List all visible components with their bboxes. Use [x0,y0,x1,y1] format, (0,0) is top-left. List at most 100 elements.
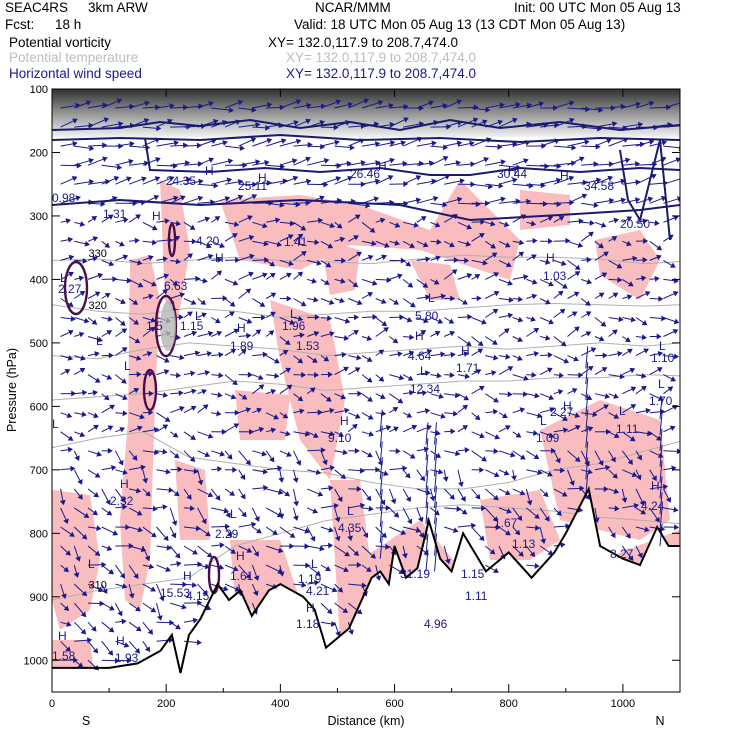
wind-vector-head [646,430,653,437]
wind-vector-head [315,469,322,476]
wind-vector-head [478,535,485,542]
wind-vector-head [581,193,588,200]
wind-vector-head [492,308,499,315]
wind-vector-head [466,273,473,279]
wind-vector-head [388,102,394,109]
wind-vector-head [571,311,578,317]
wind-vector-head [300,225,307,231]
wind-vector-head [335,631,341,637]
wind-vector-head [270,292,277,298]
wind-vector-head [68,329,74,336]
wind-vector-head [367,414,374,420]
wind-vector-head [150,586,156,592]
wind-vector-head [63,518,69,524]
wind-vector-head [463,395,470,401]
theta-contour-label: 330 [88,248,106,260]
wind-vector-head [574,264,581,270]
wind-vector-head [85,100,92,106]
wind-vector-head [423,317,429,324]
wind-vector-head [287,234,294,240]
wind-vector-head [316,260,322,266]
wind-vector-head [77,662,84,668]
wind-vector-head [234,409,240,416]
wind-vector-head [418,532,425,539]
wind-vector-head [435,255,441,262]
wind-vector-head [172,280,178,286]
wind-vector-head [353,550,360,557]
wind-vector-head [227,158,234,165]
wind-vector-head [629,367,636,374]
wind-vector-head [320,447,326,454]
wind-vector-head [272,529,278,535]
wind-vector-head [66,412,73,419]
wind-vector-head [631,471,638,478]
wind-vector-head [245,573,251,580]
wind-vector-head [573,356,579,362]
wind-vector-head [137,526,144,533]
wind-vector-head [368,505,374,512]
wind-vector-head [574,412,581,418]
wind-vector-head [555,457,561,464]
theta-contour-line [52,374,680,401]
wind-vector-head [194,350,201,357]
wind-vector-head [261,450,267,457]
wind-vector-head [240,349,247,355]
wind-vector-head [522,391,528,398]
wind-vector-head [190,299,197,305]
wind-vector-head [122,469,128,476]
wind-vector-head [239,145,245,151]
wind-vector-head [164,218,170,225]
wind-vector-head [329,465,336,471]
wind-vector-head [278,477,285,483]
fcst-label: Fcst: [5,17,35,32]
wind-vector-head [558,372,564,379]
wind-vector-head [214,494,221,501]
wind-vector-head [323,157,330,164]
wind-vector-head [356,562,362,568]
wind-vector-head [587,468,593,475]
updraft-vector [585,457,589,480]
updraft-vector [585,393,589,416]
wind-vector-head [584,300,591,306]
maxmin-marker: L [347,504,354,518]
wind-vector-head [104,292,111,299]
wind-vector-head [204,216,211,223]
wind-vector-head [354,314,359,321]
wind-vector-head [620,197,627,204]
wind-vector-head [535,524,541,531]
wind-vector-head [297,315,304,322]
wind-vector-head [670,262,676,268]
maxmin-marker: L [88,557,95,571]
wind-vector-head [365,495,372,502]
wind-vector-head [79,290,86,297]
wind-vector-head [92,389,98,396]
wind-vector-head [640,509,647,515]
wind-vector-head [225,523,230,530]
wind-vector-head [150,606,157,613]
wind-vector-head [112,530,119,536]
wind-vector-head [560,260,567,266]
wind-vector-head [122,394,128,401]
wind-vector-head [673,318,680,325]
wind-vector-head [329,331,335,337]
wind-vector-head [284,339,291,345]
wind-vector-head [627,459,633,465]
wind-vector-head [397,351,403,357]
wind-vector-head [474,493,481,500]
field-xy-theta: XY= 132.0,117.9 to 208.7,474.0 [286,50,477,65]
wind-vector-head [519,407,526,413]
wind-vector-head [354,214,361,220]
wind-vector-head [472,117,479,124]
wind-vector-head [540,538,547,545]
wind-vector-head [169,103,175,109]
wind-vector-head [493,471,500,478]
wind-vector-head [495,524,501,531]
wind-vector-head [499,102,505,109]
wind-vector-head [335,99,342,105]
wind-vector-head [78,275,85,282]
wind-vector-head [191,388,197,395]
wind-vector-head [475,369,482,375]
wind-vectors [59,98,680,671]
wind-vector-head [315,570,321,576]
wind-vector-head [340,278,346,284]
